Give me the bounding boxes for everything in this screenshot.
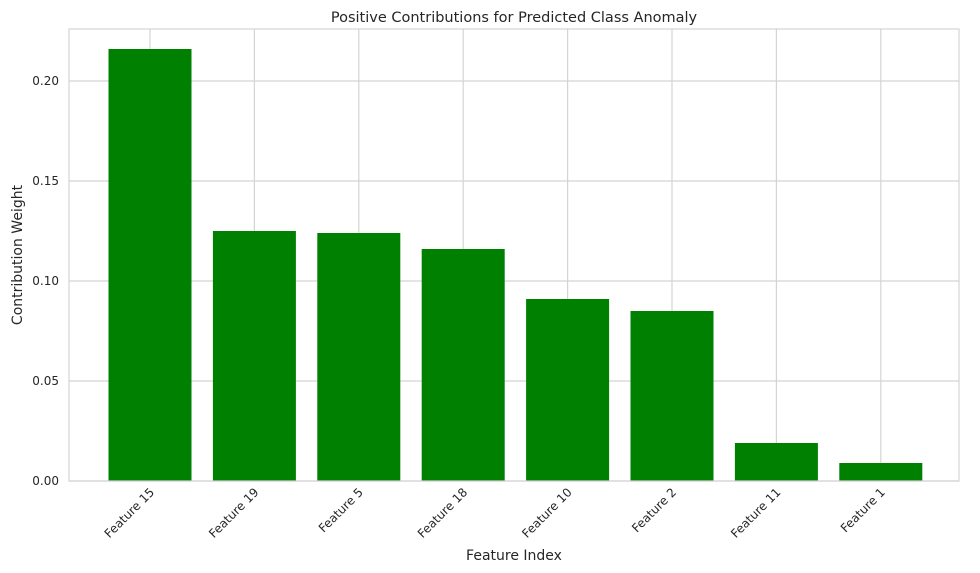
x-tick-label: Feature 5 xyxy=(316,485,366,535)
x-tick-label: Feature 10 xyxy=(519,485,574,540)
bar xyxy=(734,443,818,481)
x-tick-label: Feature 11 xyxy=(728,485,783,540)
chart-title: Positive Contributions for Predicted Cla… xyxy=(331,10,698,26)
bar xyxy=(317,233,401,481)
x-tick-label: Feature 18 xyxy=(415,485,470,540)
y-tick-labels: 0.00 0.05 0.10 0.15 0.20 xyxy=(32,74,59,488)
x-axis-label: Feature Index xyxy=(466,548,562,564)
axes-frame xyxy=(68,28,960,482)
bar xyxy=(421,249,505,481)
y-tick-label: 0.15 xyxy=(32,174,59,188)
bar xyxy=(839,463,923,481)
y-tick-label: 0.00 xyxy=(32,474,59,488)
bar xyxy=(212,231,296,481)
y-tick-label: 0.20 xyxy=(32,74,59,88)
bar xyxy=(108,49,192,481)
bars-layer xyxy=(108,49,923,481)
x-tick-labels: Feature 15 Feature 19 Feature 5 Feature 18 F… xyxy=(102,485,888,540)
bar xyxy=(630,311,714,481)
grid-layer xyxy=(69,29,959,482)
x-tick-label: Feature 19 xyxy=(206,485,261,540)
y-axis-label: Contribution Weight xyxy=(10,184,26,325)
bar xyxy=(526,299,610,481)
y-tick-label: 0.10 xyxy=(32,274,59,288)
x-tick-label: Feature 15 xyxy=(102,485,157,540)
x-tick-label: Feature 1 xyxy=(838,485,888,535)
x-tick-label: Feature 2 xyxy=(629,485,679,535)
y-tick-label: 0.05 xyxy=(32,374,59,388)
